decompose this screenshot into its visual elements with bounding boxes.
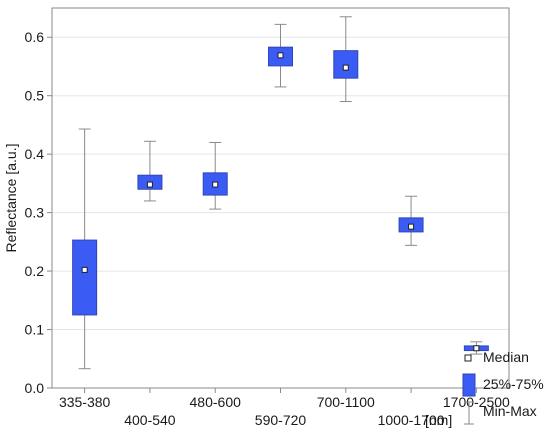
- box-1000-1700: [398, 195, 424, 246]
- y-tick-label: 0.5: [25, 88, 45, 104]
- box-590-720: [268, 23, 293, 88]
- iqr-legend-swatch: [462, 373, 476, 397]
- box-400-540: [137, 140, 163, 202]
- y-axis-title: Reflectance [a.u.]: [3, 144, 19, 253]
- x-tick-label: 480-600: [190, 394, 242, 410]
- legend-iqr: 25%-75%: [462, 373, 544, 397]
- median-marker: [473, 345, 480, 352]
- legend-label: Median: [483, 349, 529, 365]
- x-tick-label: 400-540: [124, 412, 176, 428]
- median-marker: [212, 181, 219, 188]
- y-tick-label: 0.6: [25, 29, 45, 45]
- x-tick-label: 1000-1700: [378, 412, 445, 428]
- iqr-box: [72, 239, 98, 316]
- legend-label: 25%-75%: [483, 376, 544, 392]
- y-tick-label: 0.0: [25, 380, 45, 396]
- grid-lines: [52, 36, 509, 389]
- x-tick-label: 590-720: [255, 412, 307, 428]
- x-tick-label: 335-380: [59, 394, 111, 410]
- y-tick-label: 0.3: [25, 205, 45, 221]
- legend: Median 25%-75% Min-Max: [462, 349, 544, 425]
- x-axis: 335-380 400-540 480-600 590-720 700-11001000…: [59, 388, 510, 428]
- y-tick-label: 0.2: [25, 263, 45, 279]
- x-axis-unit-label: [nm]: [425, 412, 452, 428]
- median-marker: [342, 64, 349, 71]
- legend-median: Median: [464, 349, 529, 365]
- median-legend-marker: [464, 354, 472, 362]
- box-480-600: [202, 141, 228, 210]
- box-335-380: [72, 128, 98, 370]
- y-axis: 0.0 0.1 0.2 0.3 0.4 0.5 0.6: [25, 29, 52, 396]
- y-tick-label: 0.1: [25, 322, 45, 338]
- x-tick-label: 1700-2500: [443, 394, 510, 410]
- box-1700-2500: [463, 341, 489, 355]
- legend-label: Min-Max: [483, 403, 537, 419]
- iqr-box: [333, 50, 359, 79]
- median-marker: [408, 223, 415, 230]
- median-marker: [146, 181, 153, 188]
- x-tick-label: 700-1100: [317, 394, 375, 410]
- box-series: [72, 16, 489, 370]
- median-marker: [277, 52, 284, 59]
- legend-min-max: Min-Max: [464, 401, 537, 425]
- median-marker: [81, 266, 88, 273]
- y-tick-label: 0.4: [25, 146, 45, 162]
- box-700-1100: [333, 16, 359, 103]
